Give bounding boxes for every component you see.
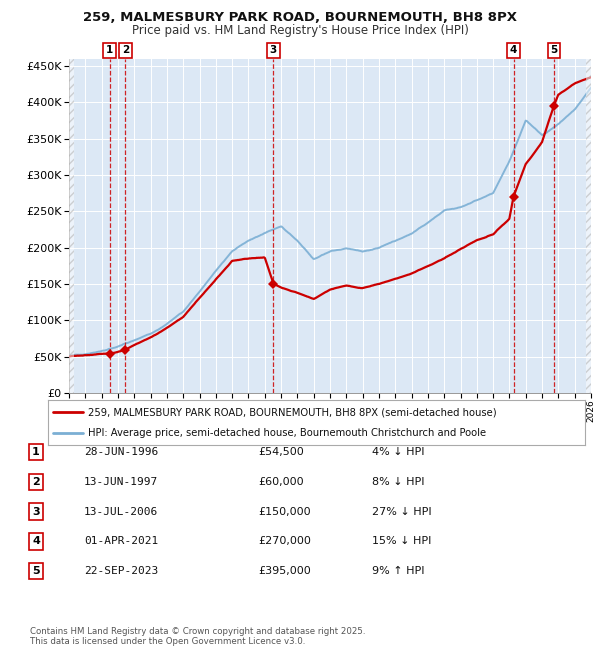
Text: 15% ↓ HPI: 15% ↓ HPI [372,536,431,547]
Text: 3: 3 [270,46,277,55]
Bar [69,58,74,393]
Text: 3: 3 [32,506,40,517]
Text: 8% ↓ HPI: 8% ↓ HPI [372,476,425,487]
Text: 9% ↑ HPI: 9% ↑ HPI [372,566,425,577]
Text: 01-APR-2021: 01-APR-2021 [84,536,158,547]
Text: £60,000: £60,000 [258,476,304,487]
Text: 4% ↓ HPI: 4% ↓ HPI [372,447,425,457]
Text: Price paid vs. HM Land Registry's House Price Index (HPI): Price paid vs. HM Land Registry's House … [131,24,469,37]
Text: 22-SEP-2023: 22-SEP-2023 [84,566,158,577]
Text: 5: 5 [550,46,557,55]
Text: 28-JUN-1996: 28-JUN-1996 [84,447,158,457]
Text: 2: 2 [122,46,129,55]
Text: £150,000: £150,000 [258,506,311,517]
Text: 4: 4 [32,536,40,547]
Text: HPI: Average price, semi-detached house, Bournemouth Christchurch and Poole: HPI: Average price, semi-detached house,… [88,428,487,438]
Text: 13-JUN-1997: 13-JUN-1997 [84,476,158,487]
Text: 259, MALMESBURY PARK ROAD, BOURNEMOUTH, BH8 8PX: 259, MALMESBURY PARK ROAD, BOURNEMOUTH, … [83,11,517,24]
Text: 4: 4 [510,46,517,55]
Bar [586,58,596,393]
Text: 1: 1 [106,46,113,55]
Text: 13-JUL-2006: 13-JUL-2006 [84,506,158,517]
Text: £54,500: £54,500 [258,447,304,457]
Text: 1: 1 [32,447,40,457]
Text: £270,000: £270,000 [258,536,311,547]
Text: Contains HM Land Registry data © Crown copyright and database right 2025.: Contains HM Land Registry data © Crown c… [30,627,365,636]
Text: 27% ↓ HPI: 27% ↓ HPI [372,506,431,517]
Text: This data is licensed under the Open Government Licence v3.0.: This data is licensed under the Open Gov… [30,637,305,646]
Text: 5: 5 [32,566,40,577]
Text: 2: 2 [32,476,40,487]
Text: 259, MALMESBURY PARK ROAD, BOURNEMOUTH, BH8 8PX (semi-detached house): 259, MALMESBURY PARK ROAD, BOURNEMOUTH, … [88,407,497,417]
Text: £395,000: £395,000 [258,566,311,577]
